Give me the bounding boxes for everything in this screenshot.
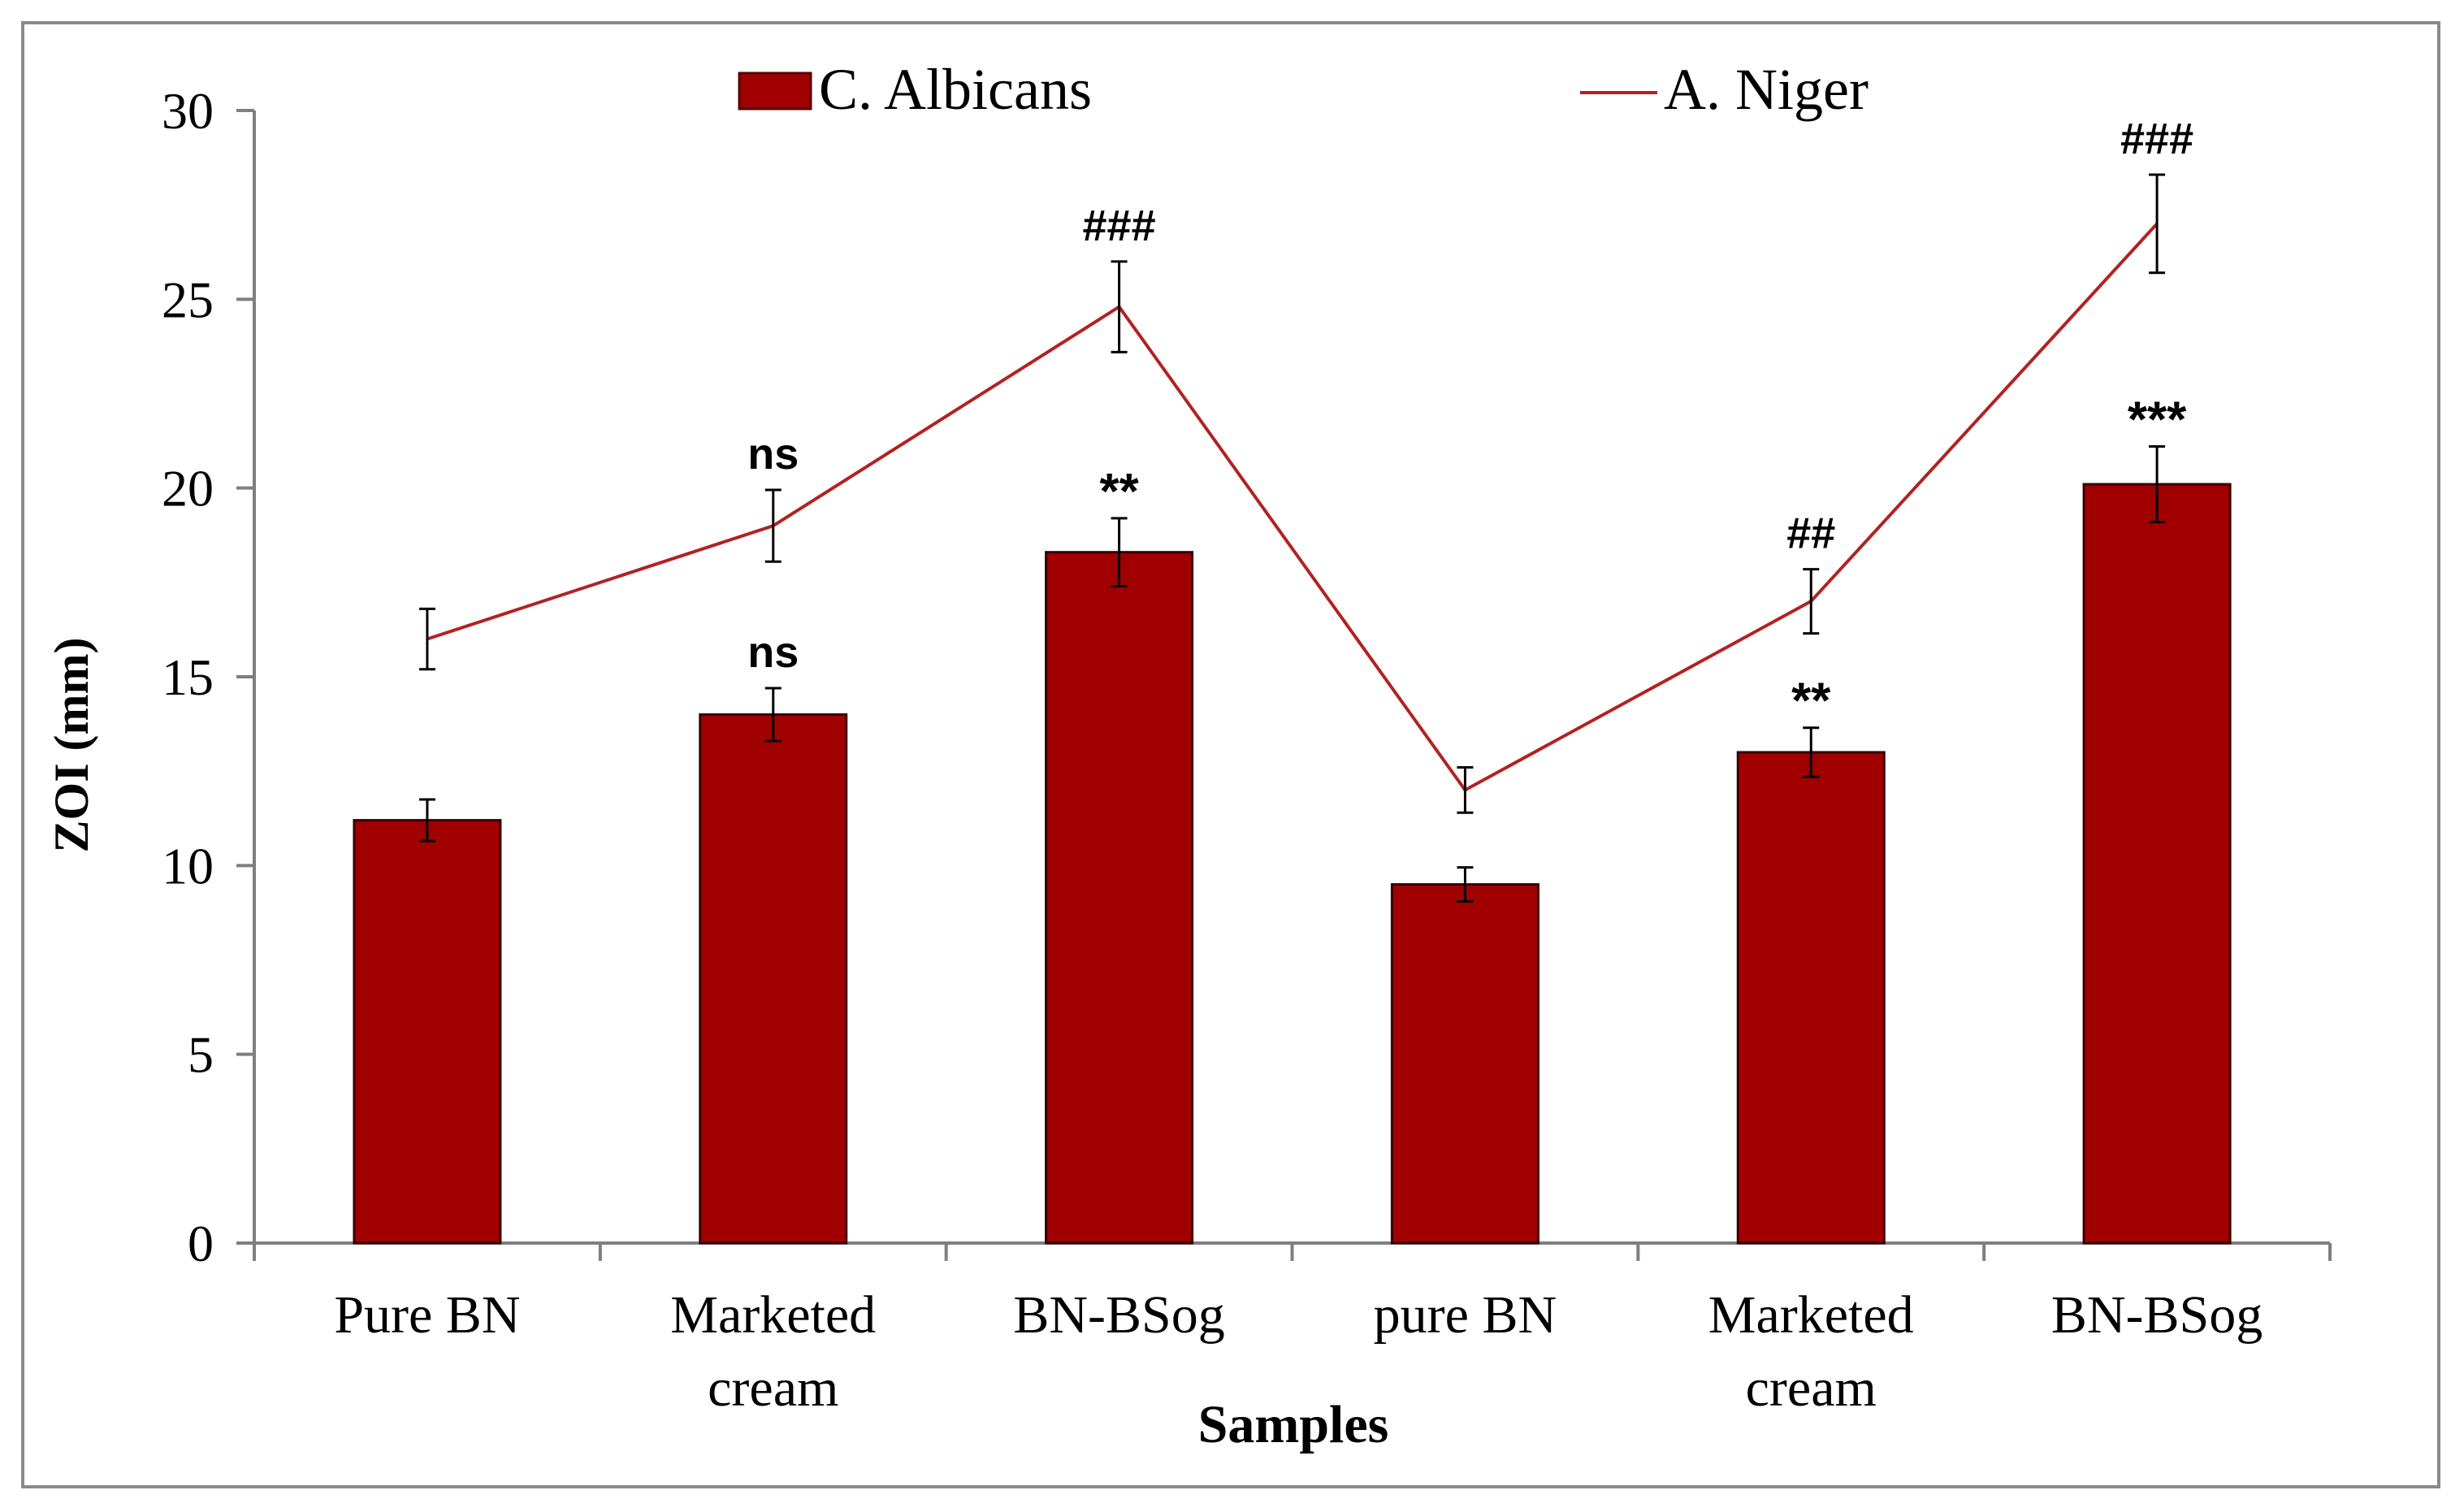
y-tick-label: 0 [188, 1215, 214, 1272]
bar-c-albicans [1045, 551, 1194, 1245]
y-tick-label: 10 [162, 837, 214, 895]
bar-c-albicans [699, 713, 848, 1245]
bar-c-albicans [1390, 883, 1539, 1245]
annotation-a-niger: ### [1083, 201, 1156, 250]
y-tick-label: 25 [162, 271, 214, 328]
legend-label-c-albicans: C. Albicans [819, 57, 1092, 122]
bar-series [353, 445, 2232, 1245]
annotation-c-albicans: ** [1791, 674, 1831, 730]
y-tick-label: 20 [162, 460, 214, 518]
bar-c-albicans [2082, 483, 2232, 1245]
x-tick-label: BN-BSog [1013, 1285, 1224, 1345]
y-tick-label: 30 [162, 82, 214, 140]
y-axis: 0 5 10 15 20 25 30 [162, 82, 256, 1272]
x-tick-label: pure BN [1374, 1285, 1557, 1345]
line-series [418, 173, 2166, 814]
annotation-c-albicans: *** [2128, 392, 2187, 448]
annotation-a-niger: ### [2120, 115, 2193, 163]
legend-label-a-niger: A. Niger [1664, 57, 1869, 122]
y-tick-label: 15 [162, 648, 214, 706]
bar-c-albicans [1736, 751, 1886, 1245]
x-tick-label: Marketed [670, 1285, 876, 1345]
x-axis-title: Samples [1198, 1395, 1389, 1454]
line-a-niger [427, 223, 2159, 793]
y-axis-title: ZOI (mm) [45, 638, 98, 853]
annotation-a-niger: ## [1786, 509, 1835, 558]
x-tick-label: Marketed [1708, 1285, 1914, 1345]
x-tick-label: BN-BSog [2051, 1285, 2263, 1345]
chart-frame [21, 21, 2440, 1488]
annotation-a-niger: ns [747, 430, 799, 479]
x-axis: Pure BN Marketed cream BN-BSog pure BN Market… [253, 1241, 2332, 1418]
bar-c-albicans [353, 819, 502, 1245]
annotation-c-albicans: ns [747, 628, 799, 677]
annotation-c-albicans: ** [1099, 464, 1139, 520]
x-tick-label: Pure BN [334, 1285, 520, 1345]
y-tick-label: 5 [188, 1026, 214, 1084]
legend-swatch-c-albicans [738, 71, 812, 110]
legend: C. Albicans A. Niger [738, 57, 1869, 122]
x-tick-label: cream [708, 1358, 838, 1418]
x-tick-label: cream [1746, 1358, 1877, 1418]
annotations: ns*******ns######## [747, 115, 2193, 730]
